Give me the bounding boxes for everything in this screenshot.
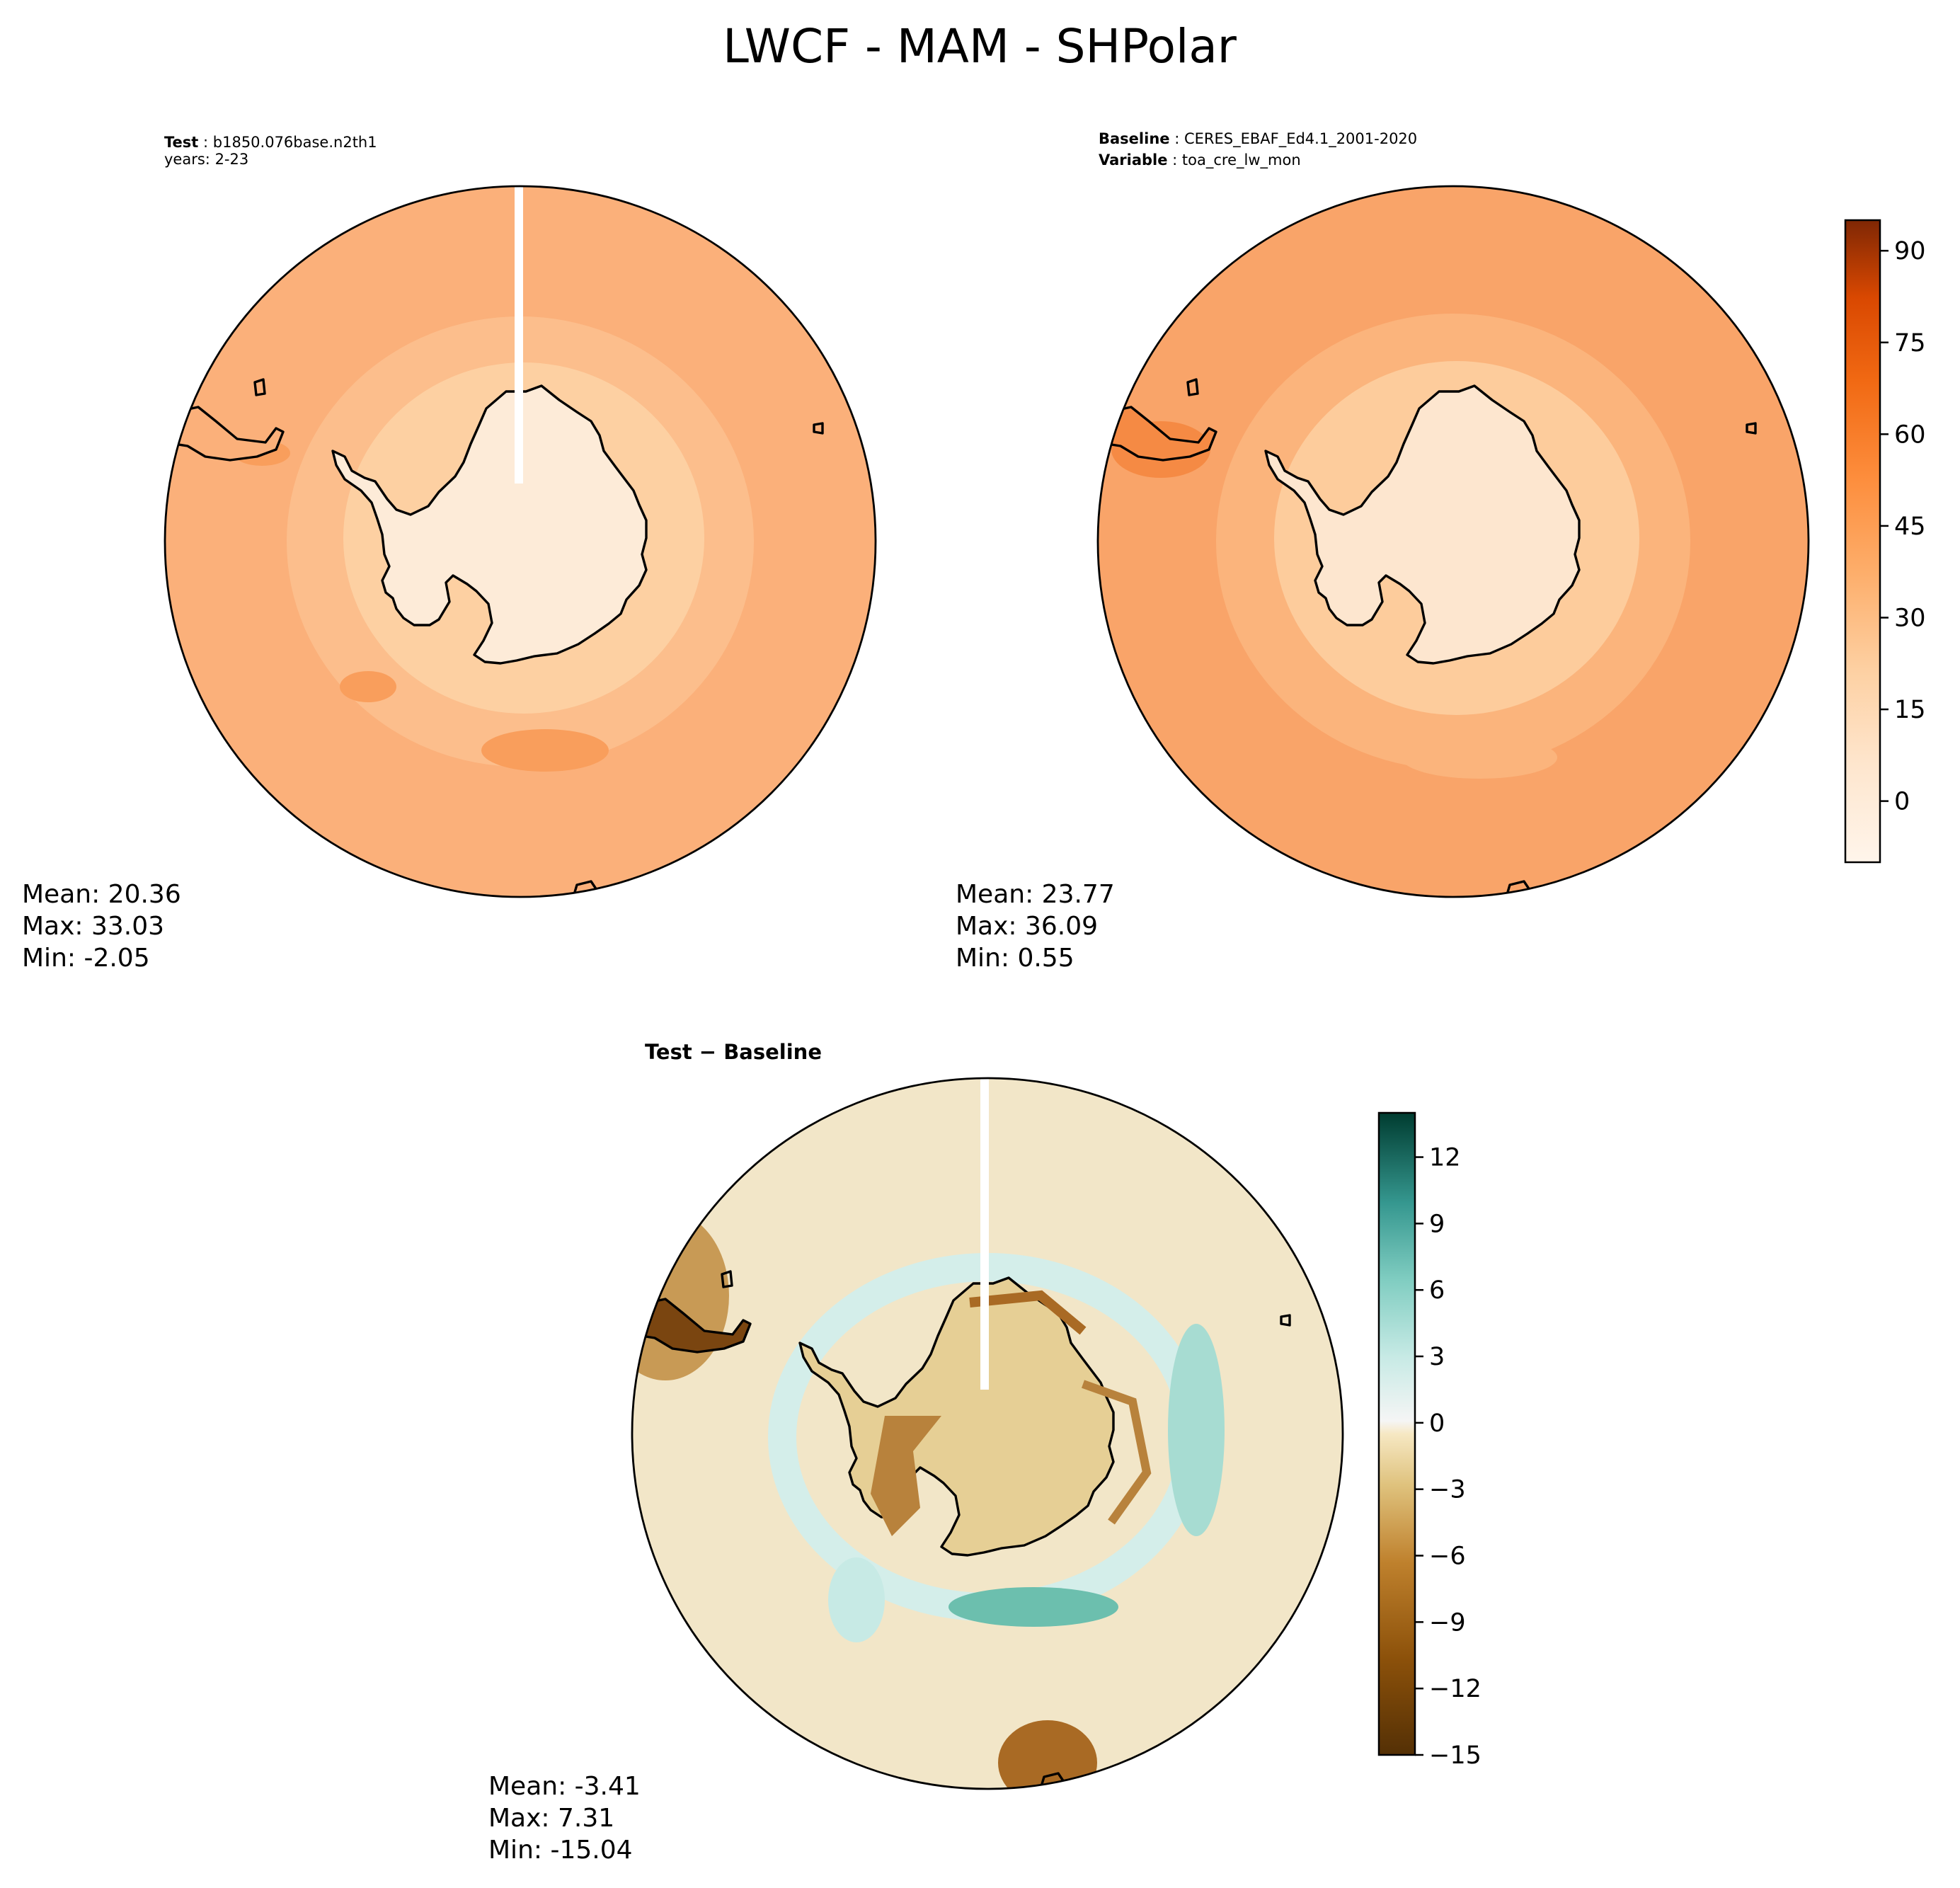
difference-brown-patch: [998, 1720, 1097, 1789]
difference-island: [721, 1270, 733, 1288]
main-colorbar-tick-label: 75: [1894, 329, 1926, 357]
difference-colorbar-scale: [1377, 1111, 1416, 1756]
difference-colorbar-tick-label: −3: [1429, 1476, 1466, 1504]
main-colorbar-tick-label: 45: [1894, 513, 1926, 541]
main-colorbar-ticks: 90 75 60 45 30 15 0: [1880, 237, 1926, 816]
baseline-max: Max: 36.09: [956, 912, 1098, 941]
difference-brown-ridge: [969, 1290, 1087, 1335]
difference-map: [632, 1078, 1343, 1789]
baseline-panel: Baseline : CERES_EBAF_Ed4.1_2001-2020 Va…: [956, 130, 1810, 973]
main-colorbar: 90 75 60 45 30 15 0: [1844, 219, 1926, 864]
baseline-header-line1: Baseline : CERES_EBAF_Ed4.1_2001-2020: [1099, 130, 1417, 148]
figure-title: LWCF - MAM - SHPolar: [723, 19, 1237, 74]
difference-panel: Test − Baseline Mean: -3.41 Max: 7.31 Mi: [488, 1040, 1344, 1865]
main-colorbar-scale: [1844, 219, 1881, 864]
test-warm-patch: [481, 729, 609, 772]
main-colorbar-tick-label: 30: [1894, 604, 1926, 632]
baseline-map-border: [1096, 185, 1810, 898]
test-map: [165, 186, 876, 897]
test-missing-data-strip: [515, 186, 523, 484]
difference-min: Min: -15.04: [488, 1836, 633, 1865]
difference-colorbar-tick-label: 9: [1429, 1210, 1445, 1238]
test-max: Max: 33.03: [22, 912, 164, 941]
difference-brown-patch: [871, 1416, 941, 1536]
main-colorbar-tick-label: 60: [1894, 420, 1926, 449]
baseline-coastline-africa: [1505, 880, 1532, 897]
test-island: [253, 378, 266, 396]
test-map-border: [164, 185, 877, 898]
main-colorbar-tick-label: 0: [1894, 788, 1910, 816]
baseline-min: Min: 0.55: [956, 944, 1074, 973]
difference-colorbar-tick-label: −6: [1429, 1543, 1466, 1571]
test-header-line2: years: 2-23: [164, 151, 248, 168]
difference-teal-patch: [828, 1557, 885, 1642]
difference-missing-data-strip: [980, 1078, 989, 1390]
test-warm-patch: [340, 671, 396, 702]
difference-colorbar: 12 9 6 3 0 −3 −6 −9 −12 −15: [1377, 1111, 1482, 1770]
baseline-header-line2: Variable : toa_cre_lw_mon: [1099, 151, 1301, 169]
difference-colorbar-tick-label: −12: [1429, 1675, 1482, 1703]
difference-colorbar-tick-label: 3: [1429, 1343, 1445, 1371]
test-mean: Mean: 20.36: [22, 880, 181, 909]
difference-colorbar-tick-label: 0: [1429, 1409, 1445, 1438]
baseline-cool-patch: [1402, 736, 1557, 779]
baseline-island: [1746, 422, 1757, 435]
test-min: Min: -2.05: [22, 944, 150, 973]
baseline-island: [1186, 378, 1199, 396]
test-header-line1: Test : b1850.076base.n2th1: [164, 134, 377, 151]
difference-colorbar-ticks: 12 9 6 3 0 −3 −6 −9 −12 −15: [1415, 1144, 1482, 1770]
difference-island: [1280, 1314, 1291, 1327]
difference-colorbar-tick-label: −9: [1429, 1608, 1466, 1637]
test-panel: Test : b1850.076base.n2th1 years: 2-23 M…: [22, 134, 877, 973]
baseline-mean: Mean: 23.77: [956, 880, 1115, 909]
difference-teal-band: [949, 1587, 1118, 1627]
difference-colorbar-tick-label: 6: [1429, 1276, 1445, 1305]
baseline-map: [1098, 186, 1809, 897]
difference-mean: Mean: -3.41: [488, 1772, 641, 1801]
difference-brown-patch: [632, 1211, 729, 1380]
difference-teal-band: [1168, 1324, 1225, 1536]
difference-map-border: [631, 1077, 1344, 1790]
main-colorbar-tick-label: 90: [1894, 237, 1926, 265]
test-island: [813, 422, 824, 435]
difference-brown-ridge: [1081, 1380, 1152, 1525]
difference-title: Test − Baseline: [645, 1040, 822, 1064]
difference-max: Max: 7.31: [488, 1804, 614, 1833]
main-colorbar-tick-label: 15: [1894, 696, 1926, 724]
difference-coastline-africa: [1039, 1772, 1067, 1789]
test-coastline-africa: [572, 880, 600, 897]
difference-colorbar-tick-label: 12: [1429, 1144, 1461, 1172]
difference-colorbar-tick-label: −15: [1429, 1741, 1482, 1770]
